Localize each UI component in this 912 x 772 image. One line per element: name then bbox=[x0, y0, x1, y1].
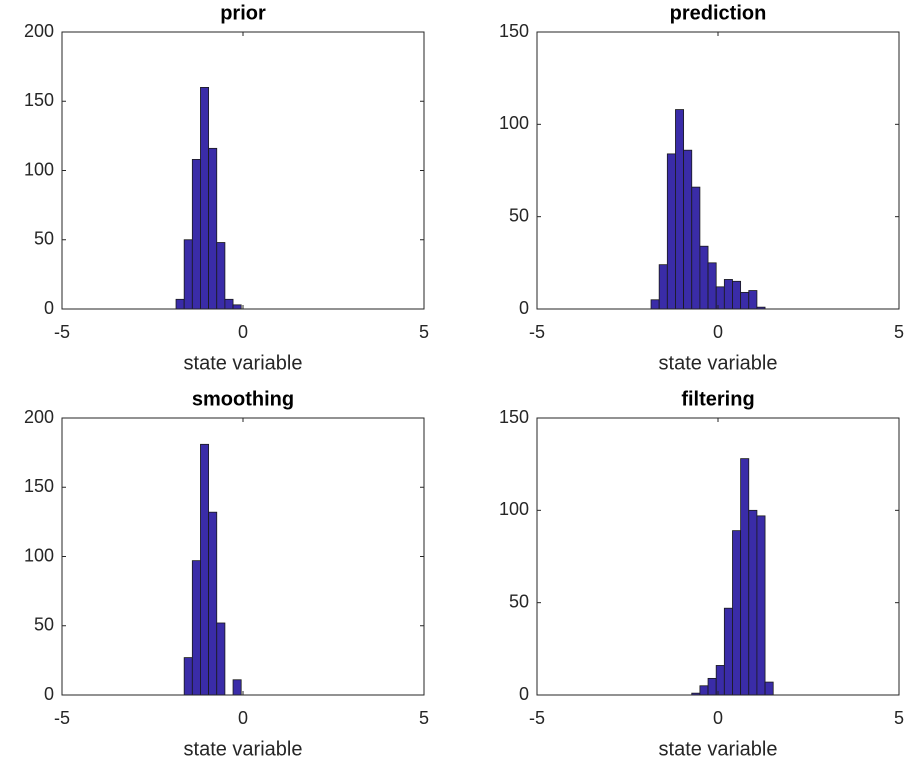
bar bbox=[175, 298, 185, 310]
y-tick-label: 150 bbox=[499, 21, 529, 41]
y-tick-label: 50 bbox=[509, 205, 529, 225]
bar bbox=[658, 264, 668, 310]
bar bbox=[715, 665, 725, 696]
bar bbox=[191, 159, 201, 310]
x-tick-label: -5 bbox=[54, 322, 70, 342]
bar bbox=[200, 87, 210, 310]
axes-box bbox=[61, 417, 425, 696]
x-tick-label: 0 bbox=[713, 708, 723, 728]
bar bbox=[764, 681, 774, 696]
bar bbox=[183, 239, 193, 310]
bar bbox=[224, 298, 234, 310]
bar bbox=[723, 607, 733, 696]
bar bbox=[748, 290, 758, 310]
y-tick-label: 100 bbox=[24, 545, 54, 565]
y-tick-label: 150 bbox=[24, 476, 54, 496]
bar bbox=[232, 304, 242, 310]
bar bbox=[723, 279, 733, 310]
bar bbox=[232, 679, 242, 696]
bar bbox=[707, 677, 717, 696]
x-tick-label: -5 bbox=[54, 708, 70, 728]
x-axis-label: state variable bbox=[184, 352, 303, 374]
bar bbox=[200, 443, 210, 696]
x-axis-label: state variable bbox=[184, 738, 303, 760]
x-tick-label: 5 bbox=[894, 708, 904, 728]
y-tick-label: 100 bbox=[499, 113, 529, 133]
x-tick-label: 5 bbox=[894, 322, 904, 342]
bar bbox=[683, 149, 693, 310]
x-tick-label: 0 bbox=[238, 708, 248, 728]
y-tick-label: 0 bbox=[519, 684, 529, 704]
bar bbox=[740, 291, 750, 310]
chart-title: filtering bbox=[681, 388, 754, 410]
y-tick-label: 0 bbox=[44, 684, 54, 704]
bar bbox=[715, 286, 725, 310]
chart-title: prior bbox=[220, 2, 266, 24]
bar bbox=[707, 262, 717, 310]
bar bbox=[191, 560, 201, 696]
y-tick-label: 100 bbox=[499, 499, 529, 519]
y-tick-label: 50 bbox=[34, 615, 54, 635]
y-tick-label: 100 bbox=[24, 159, 54, 179]
x-tick-label: 0 bbox=[238, 322, 248, 342]
chart-title: smoothing bbox=[192, 388, 294, 410]
y-tick-label: 150 bbox=[24, 90, 54, 110]
bar bbox=[748, 509, 758, 696]
bar bbox=[732, 530, 742, 696]
y-tick-label: 200 bbox=[24, 21, 54, 41]
bar bbox=[756, 515, 766, 696]
axes-box bbox=[536, 31, 900, 310]
bar bbox=[216, 242, 226, 310]
bar bbox=[699, 245, 709, 310]
bar bbox=[732, 280, 742, 310]
x-tick-label: 5 bbox=[419, 708, 429, 728]
y-tick-label: 50 bbox=[509, 591, 529, 611]
bar bbox=[183, 657, 193, 696]
x-tick-label: 5 bbox=[419, 322, 429, 342]
x-axis-label: state variable bbox=[659, 738, 778, 760]
bar bbox=[208, 147, 218, 310]
x-axis-label: state variable bbox=[659, 352, 778, 374]
bar bbox=[666, 153, 676, 310]
bar bbox=[208, 511, 218, 696]
axes-box bbox=[536, 417, 900, 696]
bar bbox=[216, 622, 226, 696]
chart-title: prediction bbox=[670, 2, 767, 24]
y-tick-label: 200 bbox=[24, 407, 54, 427]
x-tick-label: 0 bbox=[713, 322, 723, 342]
bar bbox=[650, 299, 660, 310]
bar bbox=[675, 109, 685, 310]
y-tick-label: 0 bbox=[519, 298, 529, 318]
y-tick-label: 0 bbox=[44, 298, 54, 318]
x-tick-label: -5 bbox=[529, 322, 545, 342]
x-tick-label: -5 bbox=[529, 708, 545, 728]
bar bbox=[740, 458, 750, 696]
bar bbox=[699, 685, 709, 696]
bar bbox=[691, 186, 701, 310]
y-tick-label: 50 bbox=[34, 229, 54, 249]
y-tick-label: 150 bbox=[499, 407, 529, 427]
axes-box bbox=[61, 31, 425, 310]
